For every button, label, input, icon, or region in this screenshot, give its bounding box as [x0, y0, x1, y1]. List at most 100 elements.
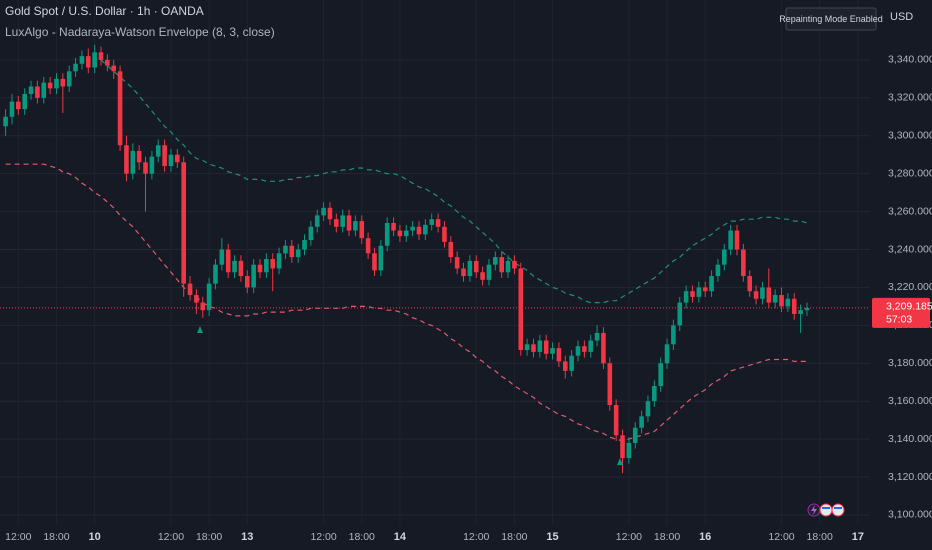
candle-body	[791, 298, 797, 314]
candle-body	[149, 156, 155, 174]
candle-body	[194, 295, 199, 303]
x-tick-label: 18:00	[501, 531, 527, 543]
candle-body	[785, 298, 791, 307]
candle-body	[334, 219, 339, 227]
last-price-box	[872, 297, 930, 328]
grid	[0, 0, 870, 525]
x-tick-label: 12:00	[768, 531, 794, 543]
candle-body	[353, 221, 358, 231]
signal-marker	[197, 326, 203, 333]
candle-body	[760, 287, 765, 299]
candle-body	[569, 355, 574, 371]
candle-body	[105, 59, 110, 66]
candle-body	[639, 416, 644, 428]
candle-body	[28, 86, 34, 95]
symbol-title: Gold Spot / U.S. Dollar · 1h · OANDA	[5, 4, 204, 18]
candle-body	[531, 344, 536, 352]
candle-body	[111, 65, 117, 72]
candle-body	[384, 222, 390, 246]
candle-body	[232, 260, 237, 273]
candle-body	[365, 238, 371, 254]
envelope-line	[100, 59, 808, 304]
candle-body	[162, 145, 167, 167]
candle-body	[550, 348, 555, 354]
candle-body	[480, 272, 485, 280]
candle-body	[22, 94, 27, 110]
candle-body	[632, 427, 638, 443]
candle-body	[772, 295, 778, 303]
candle-body	[493, 257, 498, 265]
candle-body	[251, 264, 256, 288]
candle-body	[308, 226, 314, 241]
candle-body	[41, 82, 47, 98]
candle-body	[575, 346, 581, 356]
candle-body	[340, 215, 345, 227]
candle-body	[779, 295, 784, 307]
last-price-label: 3,209.185	[886, 301, 932, 313]
candle-body	[359, 221, 365, 239]
candle-body	[467, 260, 473, 277]
candle-body	[295, 249, 301, 258]
candle-body	[314, 215, 320, 227]
candle-body	[448, 241, 454, 258]
candle-body	[702, 287, 708, 292]
candle-body	[709, 276, 714, 292]
candle-body	[16, 101, 21, 110]
candle-body	[499, 257, 504, 273]
candle-body	[117, 71, 123, 146]
candle-body	[607, 363, 613, 405]
candle-body	[136, 150, 142, 163]
x-tick-label: 17	[852, 531, 864, 543]
candle-body	[410, 226, 415, 231]
badge: Repainting Mode Enabled	[779, 14, 883, 24]
candle-body	[283, 245, 288, 254]
candle-body	[175, 154, 180, 163]
candle-body	[289, 245, 295, 258]
candle-body	[92, 52, 97, 68]
envelope-line	[5, 163, 807, 442]
icon[interactable]	[831, 503, 845, 517]
candle-body	[804, 307, 810, 311]
signal-marker	[617, 458, 623, 465]
axis: 3,100.000 3,120.000 3,140.000 3,160.000 3,18…	[5, 54, 932, 543]
x-tick-label: 18:00	[807, 531, 833, 543]
x-tick-label: 12:00	[463, 531, 489, 543]
candle-body	[766, 287, 772, 303]
candle-body	[562, 361, 568, 371]
candle-body	[276, 253, 282, 269]
candle-body	[473, 260, 479, 273]
candle-body	[124, 145, 129, 174]
currency[interactable]: USD	[890, 11, 913, 23]
icon-glyph	[822, 507, 830, 509]
candle-body	[327, 207, 333, 220]
candle-body	[66, 71, 72, 87]
plot	[0, 44, 870, 474]
candle-body	[664, 344, 670, 364]
icon[interactable]	[819, 503, 833, 517]
candle-body	[454, 257, 460, 269]
candle-body	[187, 283, 193, 296]
candle-body	[346, 215, 352, 231]
candle-body	[98, 52, 104, 60]
candle-body	[130, 150, 136, 174]
candle-body	[435, 219, 441, 227]
y-tick-label: 3,100.000	[888, 509, 932, 521]
candle-body	[505, 260, 511, 273]
candle-body	[461, 268, 466, 277]
x-tick-label: 12:00	[310, 531, 336, 543]
x-tick-label: 12:00	[616, 531, 642, 543]
candle-body	[264, 258, 269, 273]
y-tick-label: 3,340.000	[888, 54, 932, 66]
candle-body	[181, 162, 186, 284]
candle-body	[486, 264, 492, 280]
icon-glyph	[834, 507, 842, 509]
y-tick-label: 3,220.000	[888, 281, 932, 293]
y-tick-label: 3,160.000	[888, 395, 932, 407]
candle-body	[372, 253, 377, 271]
candle-body	[397, 230, 403, 237]
x-tick-label: 13	[241, 531, 253, 543]
candle-body	[321, 207, 326, 216]
candle-body	[416, 226, 422, 235]
candle-body	[753, 291, 759, 299]
